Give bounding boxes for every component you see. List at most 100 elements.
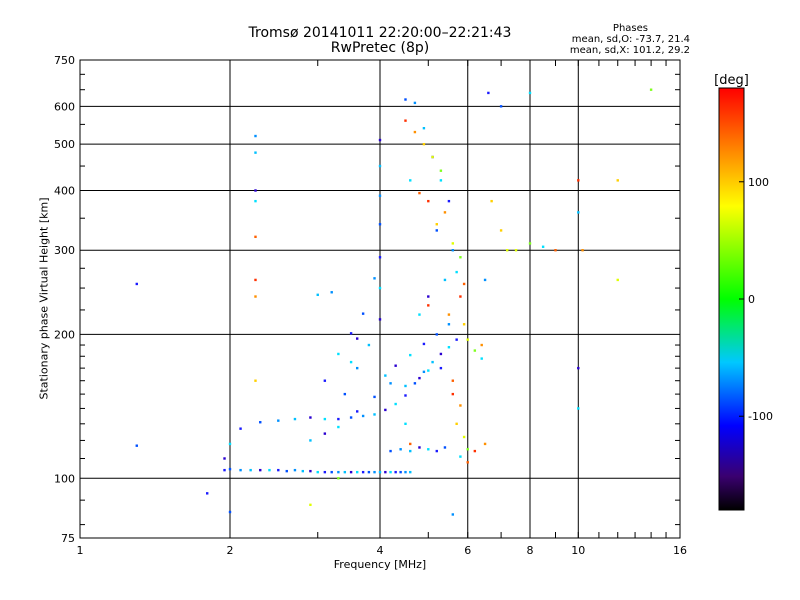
chart-subtitle: RwPretec (8p)	[330, 40, 430, 56]
data-point	[418, 313, 421, 316]
colorbar-tick-label: -100	[748, 410, 773, 423]
data-point	[459, 256, 462, 259]
data-point	[514, 249, 518, 252]
data-point	[439, 169, 443, 172]
data-point	[361, 470, 365, 474]
data-points	[135, 88, 653, 516]
data-point	[409, 470, 412, 474]
axis-ticks: 1 2 4 6 8 10 16 75 100 200 300 400 500 600 750	[54, 54, 687, 557]
data-point	[378, 286, 382, 290]
data-point	[293, 468, 297, 472]
data-point	[378, 194, 382, 197]
data-point	[330, 470, 333, 474]
data-point	[435, 223, 438, 226]
data-point	[413, 101, 417, 105]
data-point	[384, 408, 387, 412]
stats-x-mode: mean, sd,X: 101.2, 29.2	[569, 45, 690, 56]
y-tick-label: 600	[54, 100, 75, 113]
data-point	[427, 295, 430, 298]
data-point	[427, 369, 430, 372]
data-point	[378, 164, 382, 168]
data-point	[404, 98, 407, 101]
data-point	[373, 470, 376, 474]
data-point	[378, 256, 382, 259]
data-point	[228, 442, 232, 446]
x-axis-label: Frequency [MHz]	[333, 558, 427, 571]
data-point	[422, 342, 426, 346]
data-point	[394, 402, 397, 406]
data-point	[254, 199, 257, 203]
data-point	[505, 249, 509, 252]
data-point	[447, 199, 451, 203]
data-point	[427, 199, 430, 203]
data-point	[285, 469, 288, 473]
data-point	[337, 470, 340, 474]
data-point	[337, 417, 340, 421]
y-tick-label: 200	[54, 328, 75, 341]
data-point	[451, 392, 455, 396]
data-point	[378, 318, 382, 321]
data-point	[337, 352, 340, 356]
data-point	[443, 278, 447, 282]
data-point	[378, 138, 382, 142]
data-point	[473, 349, 477, 352]
data-point	[431, 155, 434, 159]
data-point	[483, 278, 487, 282]
data-point	[483, 442, 487, 446]
data-point	[443, 446, 447, 449]
data-point	[349, 332, 353, 335]
data-point	[389, 449, 392, 453]
data-point	[466, 461, 469, 464]
data-point	[480, 343, 483, 347]
data-point	[439, 366, 443, 370]
data-point	[293, 417, 297, 421]
data-point	[404, 422, 407, 426]
data-point	[616, 179, 619, 182]
stats-heading: Phases	[612, 23, 648, 34]
data-point	[301, 469, 305, 473]
data-point	[355, 366, 359, 370]
data-point	[323, 417, 327, 421]
data-point	[277, 468, 280, 472]
data-point	[254, 189, 257, 192]
data-point	[409, 179, 412, 182]
data-point	[249, 468, 252, 472]
data-point	[649, 88, 653, 91]
data-point	[541, 245, 545, 248]
data-point	[487, 91, 490, 95]
data-point	[277, 419, 280, 422]
data-point	[367, 470, 371, 474]
data-point	[499, 229, 503, 232]
data-point	[316, 293, 319, 297]
chart-title: Tromsø 20141011 22:20:00–22:21:43	[248, 25, 512, 41]
data-point	[373, 413, 376, 416]
x-tick-label: 6	[464, 544, 471, 557]
data-point	[378, 470, 382, 474]
data-point	[435, 333, 438, 336]
data-point	[427, 448, 430, 451]
data-point	[581, 249, 584, 252]
data-point	[349, 470, 353, 474]
data-point	[399, 470, 402, 474]
data-point	[135, 282, 138, 286]
data-point	[480, 357, 483, 360]
data-point	[361, 414, 365, 418]
data-point	[462, 435, 466, 439]
x-tick-label: 2	[227, 544, 234, 557]
data-point	[349, 416, 353, 419]
data-point	[473, 449, 477, 453]
data-point	[455, 422, 458, 426]
y-tick-label: 400	[54, 184, 75, 197]
x-tick-label: 4	[377, 544, 384, 557]
data-point	[616, 278, 619, 282]
data-point	[378, 223, 382, 226]
grid-lines	[80, 60, 680, 538]
data-point	[135, 444, 138, 447]
y-tick-label: 75	[61, 532, 75, 545]
data-point	[254, 379, 257, 382]
data-point	[490, 199, 493, 203]
data-point	[577, 407, 580, 410]
data-point	[223, 468, 226, 472]
colorbar: 100 0 -100 [deg]	[714, 73, 773, 511]
